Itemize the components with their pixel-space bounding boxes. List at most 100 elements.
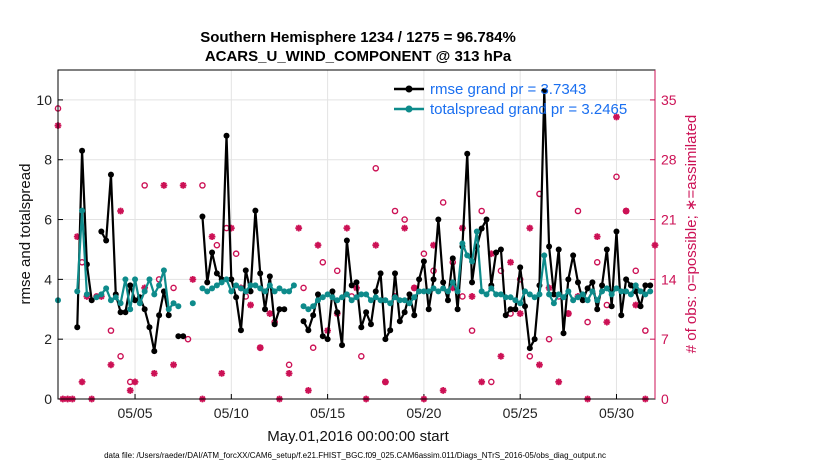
rmse-point (430, 276, 437, 283)
totalspread-point (107, 297, 114, 304)
obs-possible-marker (613, 173, 620, 181)
rmse-point (570, 252, 577, 259)
y-axis-right: 0 7 14 21 28 35 (650, 92, 677, 407)
rmse-point (469, 279, 476, 286)
obs-assimilated-marker (78, 378, 86, 386)
totalspread-point (79, 207, 86, 214)
obs-assimilated-marker (536, 361, 543, 369)
obs-assimilated-markers (54, 113, 659, 403)
rmse-point (127, 282, 134, 289)
obs-assimilated-marker (622, 207, 630, 215)
rmse-point (382, 336, 389, 343)
obs-assimilated-marker (141, 284, 149, 292)
totalspread-point (599, 288, 606, 295)
totalspread-point (146, 276, 153, 283)
totalspread-point (103, 285, 110, 292)
rmse-point (132, 297, 139, 304)
totalspread-point (170, 300, 177, 307)
y-axis-label-left: rmse and totalspread (17, 164, 34, 305)
totalspread-point (541, 252, 548, 259)
totalspread-point (127, 306, 134, 313)
rmse-point (353, 279, 360, 286)
obs-assimilated-marker (381, 378, 389, 386)
rmse-point (98, 228, 105, 235)
rmse-point (507, 306, 514, 313)
rmse-point (348, 282, 355, 289)
rmse-point (502, 312, 509, 319)
obs-possible-marker (309, 344, 317, 352)
rmse-point (233, 294, 240, 301)
totalspread-point (416, 288, 423, 295)
rmse-point (88, 297, 95, 304)
rmse-point (237, 327, 244, 334)
totalspread-point (363, 291, 370, 298)
rmse-point (343, 237, 350, 244)
rmse-point (223, 132, 230, 139)
obs-possible-marker (632, 267, 640, 275)
totalspread-point (218, 279, 225, 286)
obs-possible-marker (170, 284, 177, 292)
totalspread-point (522, 288, 529, 295)
totalspread-point (175, 303, 182, 310)
obs-possible-marker (439, 199, 447, 206)
totalspread-point (574, 294, 581, 301)
rmse-point (367, 321, 374, 328)
obs-assimilated-marker (507, 258, 514, 266)
rmse-point (411, 312, 418, 319)
totalspread-point (329, 294, 336, 301)
rmse-point (363, 309, 370, 316)
obs-assimilated-marker (410, 284, 418, 292)
rmse-point (117, 309, 124, 316)
rmse-point (319, 333, 326, 340)
y-right-tick-label: 7 (661, 331, 669, 347)
rmse-point (266, 273, 273, 280)
obs-possible-marker (372, 164, 380, 172)
totalspread-point (372, 294, 379, 301)
totalspread-point (627, 291, 634, 298)
totalspread-point (623, 288, 630, 295)
obs-assimilated-marker (401, 224, 409, 232)
x-tick-label: 05/10 (214, 405, 249, 421)
totalspread-point (358, 291, 365, 298)
totalspread-point (555, 291, 562, 298)
y-right-tick-label: 21 (661, 212, 677, 228)
rmse-point (574, 279, 581, 286)
obs-assimilated-marker (516, 310, 524, 317)
rmse-point (613, 228, 620, 235)
obs-assimilated-marker (150, 369, 158, 377)
totalspread-point (122, 276, 129, 283)
totalspread-point (257, 285, 264, 292)
totalspread-point (266, 282, 273, 289)
obs-possible-marker (107, 327, 115, 334)
totalspread-point (493, 291, 500, 298)
x-tick-label: 05/20 (406, 405, 441, 421)
totalspread-point (132, 276, 139, 283)
totalspread-point (156, 282, 163, 289)
totalspread-point (334, 297, 341, 304)
rmse-point (175, 333, 182, 340)
totalspread-point (204, 288, 211, 295)
rmse-point (497, 246, 504, 253)
obs-assimilated-marker (449, 284, 457, 292)
y-right-tick-label: 0 (661, 391, 669, 407)
rmse-point (493, 249, 500, 256)
totalspread-point (546, 291, 553, 298)
totalspread-point (237, 285, 244, 292)
obs-assimilated-marker (131, 378, 139, 386)
totalspread-point (430, 285, 437, 292)
totalspread-point (444, 288, 451, 295)
totalspread-point (377, 297, 384, 304)
totalspread-point (579, 291, 586, 298)
totalspread-point (618, 288, 625, 295)
obs-possible-marker (603, 301, 611, 309)
rmse-point (406, 291, 413, 298)
y-tick-label: 2 (44, 331, 52, 347)
obs-assimilated-marker (613, 113, 620, 121)
rmse-point (314, 291, 321, 298)
obs-assimilated-marker (73, 233, 81, 241)
rmse-point (550, 291, 557, 298)
rmse-point (310, 312, 317, 319)
totalspread-point (314, 297, 321, 304)
obs-assimilated-marker (179, 181, 187, 189)
obs-assimilated-marker (189, 275, 197, 283)
